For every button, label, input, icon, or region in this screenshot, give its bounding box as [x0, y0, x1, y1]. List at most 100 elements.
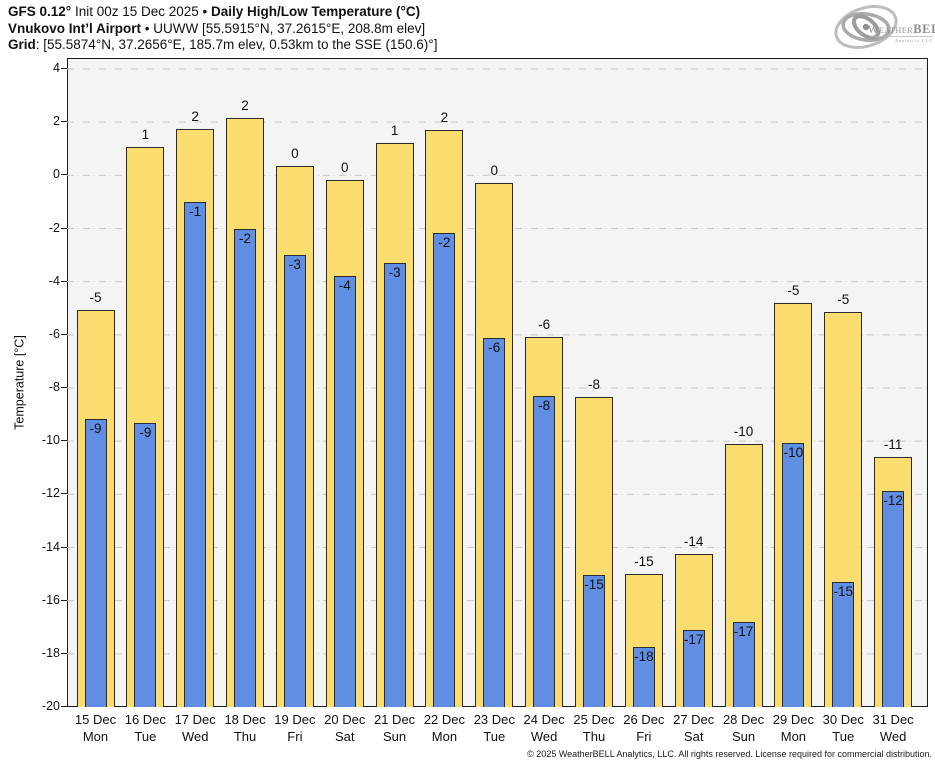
low-value-label: -8: [538, 397, 551, 413]
low-value-label: -4: [338, 277, 351, 293]
x-axis-day-label: Thu: [233, 729, 257, 744]
chart-title: GFS 0.12° Init 00z 15 Dec 2025 • Daily H…: [8, 4, 437, 21]
y-axis-tick-mark: [61, 333, 67, 335]
high-value-label: 1: [390, 122, 399, 138]
init-time: Init 00z 15 Dec 2025 •: [71, 4, 211, 19]
y-axis-tick-mark: [61, 227, 67, 229]
y-axis-tick-label: -16: [41, 592, 60, 607]
low-bar: [533, 395, 556, 707]
low-bar: [832, 581, 855, 707]
high-value-label: -10: [733, 424, 754, 440]
low-bar: [483, 337, 506, 707]
high-value-label: 0: [340, 159, 349, 175]
low-bar: [782, 442, 805, 707]
y-axis-tick-mark: [61, 68, 67, 69]
x-axis-date-label: 24 Dec: [523, 712, 565, 727]
high-value-label: -5: [787, 282, 800, 298]
model-name: GFS 0.12°: [8, 4, 72, 19]
x-axis-date-label: 30 Dec: [822, 712, 864, 727]
low-bar: [184, 201, 207, 707]
low-value-label: -17: [683, 631, 704, 647]
y-axis-tick-mark: [61, 121, 67, 123]
low-value-label: -17: [733, 623, 754, 639]
y-axis-tick-label: -10: [41, 433, 60, 448]
x-axis-day-label: Tue: [134, 729, 157, 744]
low-value-label: -15: [833, 583, 853, 599]
y-axis-tick-label: -4: [48, 273, 60, 288]
y-axis-tick-mark: [61, 387, 67, 388]
y-axis-tick-label: -2: [48, 220, 60, 235]
x-axis-day-label: Sat: [334, 729, 355, 744]
hurricane-swirl-icon: [834, 5, 898, 49]
x-axis-day-label: Mon: [431, 729, 458, 744]
x-axis-day-label: Wed: [181, 729, 209, 744]
high-value-label: 2: [241, 98, 249, 114]
chart-header: GFS 0.12° Init 00z 15 Dec 2025 • Daily H…: [8, 4, 437, 54]
high-value-label: 1: [141, 126, 150, 142]
x-axis-date-label: 19 Dec: [274, 712, 316, 727]
station-line: Vnukovo Int’l Airport • UUWW [55.5915°N,…: [8, 21, 437, 38]
high-value-label: -5: [89, 289, 102, 305]
grid-line: Grid: [55.5874°N, 37.2656°E, 185.7m elev…: [8, 37, 437, 54]
y-axis-tick-mark: [61, 174, 67, 176]
logo-bell-text: BELL: [913, 22, 935, 36]
low-value-label: -12: [883, 492, 903, 508]
low-bar: [732, 621, 755, 707]
low-value-label: -2: [438, 235, 451, 251]
low-value-label: -6: [488, 339, 501, 355]
logo-weather-text: Weather: [868, 24, 913, 36]
y-axis-tick-label: -14: [41, 539, 60, 554]
x-axis-date-label: 16 Dec: [124, 712, 166, 727]
x-axis-date-label: 17 Dec: [174, 712, 216, 727]
x-axis-date-label: 20 Dec: [324, 712, 366, 727]
x-axis-date-label: 26 Dec: [623, 712, 665, 727]
low-bar: [333, 275, 356, 707]
x-axis-day-label: Tue: [483, 729, 506, 744]
low-value-label: -18: [634, 648, 654, 664]
low-value-label: -9: [139, 425, 152, 441]
x-axis-day-label: Thu: [582, 729, 606, 744]
low-bar: [682, 629, 705, 707]
x-axis-day-label: Fri: [287, 729, 303, 744]
y-axis-tick-mark: [61, 280, 67, 282]
x-axis-date-label: 31 Dec: [872, 712, 914, 727]
x-axis-date-label: 28 Dec: [722, 712, 765, 727]
low-bar: [134, 423, 157, 707]
low-bar: [283, 255, 306, 707]
x-axis-date-label: 22 Dec: [423, 712, 466, 727]
y-axis-tick-label: 2: [53, 114, 60, 129]
copyright-notice: © 2025 WeatherBELL Analytics, LLC. All r…: [527, 749, 932, 759]
logo-wordmark: WeatherBELL: [868, 22, 935, 36]
high-value-label: 0: [291, 146, 299, 162]
x-axis-date-label: 21 Dec: [373, 712, 416, 727]
x-axis-date-label: 25 Dec: [573, 712, 615, 727]
low-value-label: -10: [783, 444, 804, 460]
station-details: • UUWW [55.5915°N, 37.2615°E, 208.8m ele…: [141, 20, 426, 36]
high-value-label: -8: [587, 377, 600, 393]
low-bar: [383, 262, 406, 707]
x-axis-day-label: Wed: [879, 729, 907, 744]
high-value-label: -5: [837, 291, 850, 307]
y-axis-tick-label: -18: [41, 645, 60, 660]
logo-analytics-text: Analytics LLC: [895, 38, 933, 43]
x-axis-day-label: Sun: [383, 729, 407, 744]
high-value-label: 2: [191, 109, 199, 125]
low-value-label: -15: [584, 576, 604, 592]
high-value-label: -15: [634, 554, 654, 570]
x-axis-day-label: Mon: [82, 729, 109, 744]
grid-details: : [55.5874°N, 37.2656°E, 185.7m elev, 0.…: [35, 37, 438, 52]
high-value-label: -11: [883, 436, 903, 452]
x-axis-day-label: Sun: [731, 729, 756, 744]
x-axis-day-label: Sat: [683, 729, 704, 744]
y-axis-tick-mark: [61, 546, 67, 548]
grid-label: Grid: [8, 37, 36, 52]
low-value-label: -2: [239, 231, 252, 247]
product-name: Daily High/Low Temperature (°C): [211, 4, 421, 19]
x-axis-day-label: Mon: [780, 729, 807, 744]
x-axis-day-label: Tue: [832, 729, 855, 744]
high-value-label: -14: [683, 533, 704, 549]
x-axis-day-label: Fri: [636, 729, 652, 744]
low-bar: [234, 229, 257, 707]
low-bar: [632, 646, 655, 707]
